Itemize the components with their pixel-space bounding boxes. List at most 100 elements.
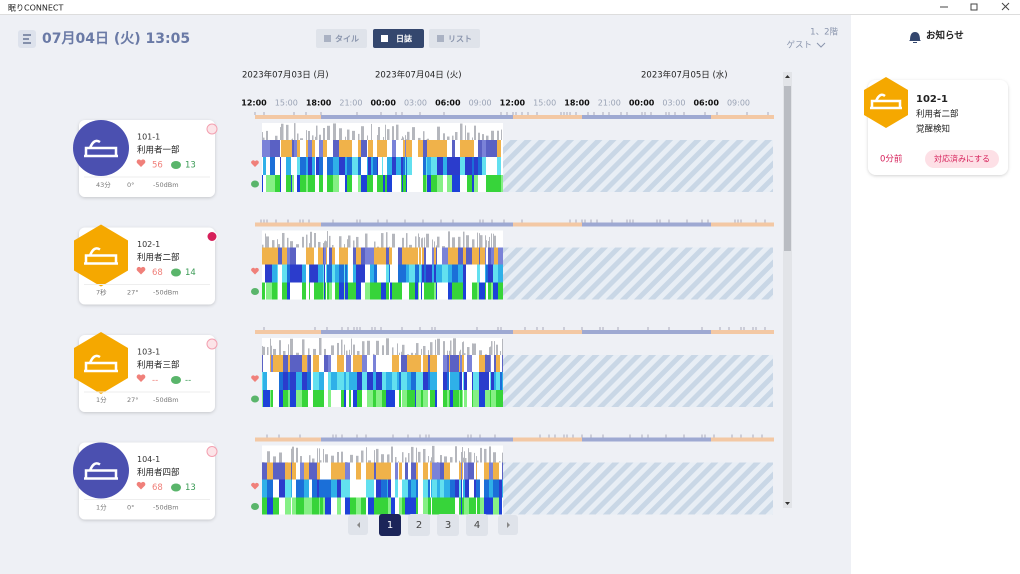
breath-band <box>271 390 273 407</box>
act-band <box>273 462 279 480</box>
ruler-seg <box>474 330 477 334</box>
ruler-seg <box>405 437 408 442</box>
spike <box>371 123 372 142</box>
ruler-seg <box>267 222 270 227</box>
ruler-seg <box>768 115 771 119</box>
spike <box>463 341 464 360</box>
spike <box>308 130 310 149</box>
ruler-seg <box>624 115 627 119</box>
act-band <box>277 247 278 265</box>
ruler-seg <box>759 115 762 119</box>
depth-band <box>472 372 473 390</box>
ruler-seg <box>744 437 747 442</box>
spike <box>292 446 294 465</box>
spike <box>319 448 320 467</box>
user-chevron[interactable] <box>816 42 826 48</box>
depth-band <box>356 479 361 498</box>
act-band <box>474 462 476 480</box>
act-band <box>418 247 419 265</box>
spike <box>271 345 272 364</box>
breath-band <box>465 175 467 192</box>
act-band <box>275 140 280 157</box>
act-band <box>386 355 392 372</box>
ruler-seg <box>486 437 489 442</box>
act-band <box>265 247 266 265</box>
ruler-seg <box>528 222 531 227</box>
ruler-seg <box>282 437 285 442</box>
depth-band <box>443 157 447 175</box>
depth-band <box>462 372 463 390</box>
act-band <box>500 355 502 372</box>
breath-band <box>427 175 431 192</box>
spike <box>496 344 498 363</box>
page-button[interactable] <box>379 514 401 536</box>
respiration: 14 <box>185 268 196 278</box>
act-band <box>286 140 291 157</box>
ruler-seg <box>747 437 750 442</box>
tab-list[interactable] <box>429 29 480 48</box>
depth-band <box>491 264 493 283</box>
spike <box>279 340 281 359</box>
ruler-seg <box>351 437 354 442</box>
act-band <box>324 247 325 265</box>
depth-band <box>387 157 392 175</box>
act-band <box>320 462 323 480</box>
ruler-seg <box>435 330 438 334</box>
page-button[interactable] <box>408 514 430 536</box>
depth-band <box>302 372 307 390</box>
breath-band <box>296 497 300 515</box>
breath-band <box>331 390 337 407</box>
breath-band <box>442 282 448 300</box>
ruler-seg <box>738 437 741 442</box>
depth-band <box>347 157 352 175</box>
act-band <box>378 140 382 157</box>
tab-diary[interactable] <box>373 29 424 48</box>
ruler-seg <box>537 222 540 227</box>
ruler-seg <box>735 437 738 442</box>
depth-band <box>459 479 461 498</box>
ruler-seg <box>549 115 552 119</box>
spike <box>491 233 492 252</box>
ruler-seg <box>714 115 717 119</box>
ruler-seg <box>765 437 768 442</box>
depth-band <box>273 372 279 390</box>
act-band <box>432 247 434 265</box>
ruler-seg <box>735 115 738 119</box>
act-band <box>323 140 327 157</box>
depth-band <box>447 157 452 175</box>
ruler-seg <box>363 330 366 334</box>
ruler-seg <box>633 222 636 227</box>
breath-band <box>345 175 347 192</box>
ruler-seg <box>495 115 498 119</box>
ruler-seg <box>363 115 366 119</box>
act-band <box>263 355 267 372</box>
depth-band <box>361 479 366 498</box>
spike <box>385 124 386 143</box>
breath-band <box>353 390 357 407</box>
tab-tile[interactable] <box>316 29 367 48</box>
breath-band <box>325 497 331 515</box>
act-band <box>494 247 498 265</box>
scrollbar-track <box>783 72 792 508</box>
spike <box>386 338 389 357</box>
notice-action-bg[interactable] <box>925 150 999 168</box>
scrollbar-thumb[interactable] <box>784 86 791 251</box>
act-band <box>416 462 418 480</box>
depth-band <box>351 372 353 390</box>
heart-rate: -- <box>152 376 158 386</box>
act-band <box>450 355 453 372</box>
window-controls[interactable] <box>940 2 1010 11</box>
ruler-seg <box>351 222 354 227</box>
ruler-seg <box>327 115 330 119</box>
breath-band <box>262 390 263 407</box>
ruler-seg <box>618 115 621 119</box>
page-button[interactable] <box>466 514 488 536</box>
ruler-seg <box>519 115 522 119</box>
act-band <box>450 462 455 480</box>
breath-band <box>499 497 502 515</box>
ruler-seg <box>567 222 570 227</box>
page-button[interactable] <box>437 514 459 536</box>
ruler-seg <box>411 437 414 442</box>
depth-band <box>366 479 368 498</box>
spike <box>337 342 339 361</box>
